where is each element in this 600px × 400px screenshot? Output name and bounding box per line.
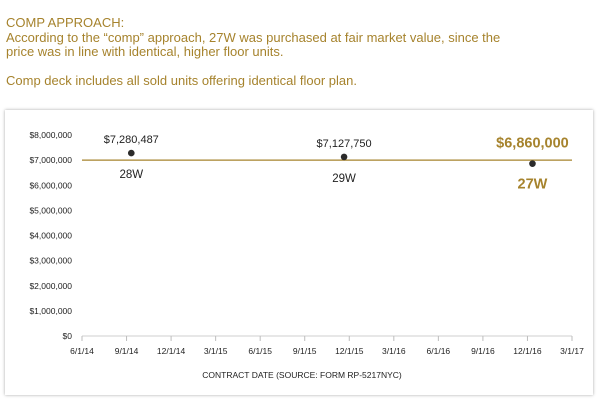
comp-deck-note: Comp deck includes all sold units offeri… bbox=[6, 72, 357, 88]
y-tick-label: $5,000,000 bbox=[29, 205, 72, 215]
x-tick-label: 3/1/15 bbox=[204, 346, 228, 356]
x-tick-label: 12/1/15 bbox=[335, 346, 364, 356]
x-tick-label: 6/1/15 bbox=[248, 346, 272, 356]
data-label-value: $7,280,487 bbox=[104, 134, 159, 146]
x-tick-label: 6/1/14 bbox=[70, 346, 94, 356]
x-tick-label: 6/1/16 bbox=[427, 346, 451, 356]
x-tick-label: 12/1/14 bbox=[157, 346, 186, 356]
x-tick-label: 9/1/15 bbox=[293, 346, 317, 356]
y-tick-label: $7,000,000 bbox=[29, 155, 72, 165]
chart-panel: $0 $1,000,000 $2,000,000 $3,000,000 $4,000,0… bbox=[5, 110, 593, 395]
x-tick-label: 12/1/16 bbox=[513, 346, 542, 356]
x-tick-label: 9/1/16 bbox=[471, 346, 495, 356]
y-tick-label: $6,000,000 bbox=[29, 180, 72, 190]
intro-line-1: According to the “comp” approach, 27W wa… bbox=[6, 29, 501, 45]
y-tick-label: $4,000,000 bbox=[29, 231, 72, 241]
data-label-unit: 28W bbox=[119, 169, 143, 181]
intro-line-2: price was in line with identical, higher… bbox=[6, 44, 284, 59]
data-point bbox=[340, 153, 348, 161]
y-tick-label: $8,000,000 bbox=[29, 130, 72, 140]
x-axis-label: CONTRACT DATE (SOURCE: FORM RP-5217NYC) bbox=[202, 370, 402, 380]
intro-text: COMP APPROACH: According to the “comp” a… bbox=[6, 15, 586, 88]
y-tick-label: $0 bbox=[63, 331, 73, 341]
data-point bbox=[127, 149, 135, 157]
y-tick-label: $3,000,000 bbox=[29, 256, 72, 266]
x-tick-label: 3/1/16 bbox=[382, 346, 406, 356]
data-label-value: $7,127,750 bbox=[317, 138, 372, 150]
comp-scatter-chart: $0 $1,000,000 $2,000,000 $3,000,000 $4,000,0… bbox=[29, 130, 584, 380]
data-label-value: $6,860,000 bbox=[496, 136, 569, 152]
data-point bbox=[529, 160, 536, 167]
y-tick-label: $1,000,000 bbox=[29, 306, 72, 316]
x-tick-label: 3/1/17 bbox=[560, 346, 584, 356]
data-label-unit: 29W bbox=[332, 173, 356, 185]
data-label-unit: 27W bbox=[518, 177, 548, 193]
section-title: COMP APPROACH: bbox=[6, 15, 125, 30]
y-tick-label: $2,000,000 bbox=[29, 281, 72, 291]
x-tick-label: 9/1/14 bbox=[115, 346, 139, 356]
